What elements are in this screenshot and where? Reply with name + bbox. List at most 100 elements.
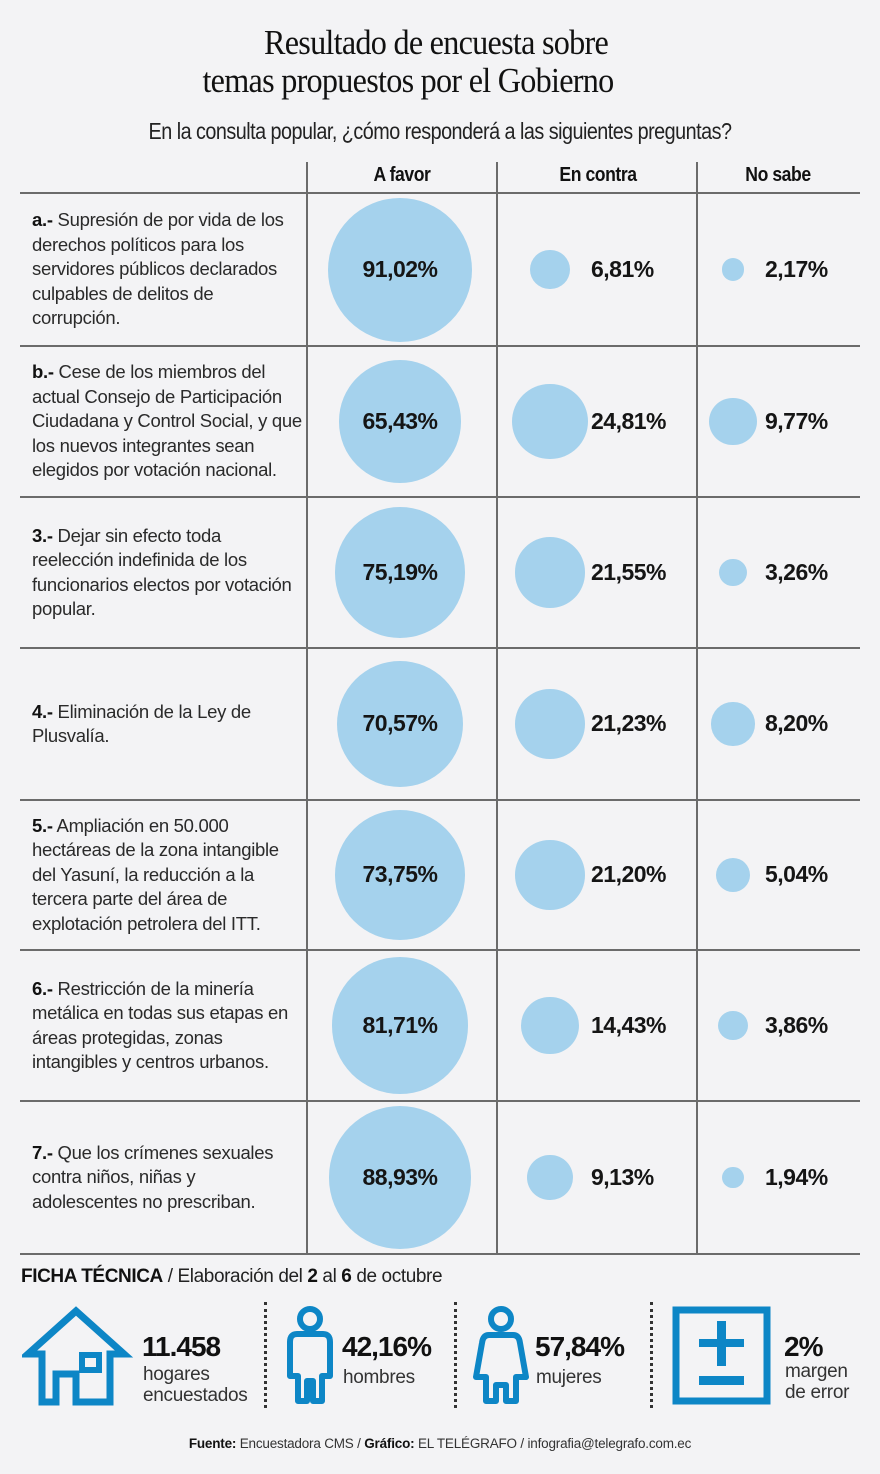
value-no-sabe: 5,04%: [765, 861, 828, 887]
fuente-label: Fuente:: [188, 1436, 237, 1451]
mujeres-value: 57,84%: [535, 1331, 625, 1362]
column-header-en-contra: En contra: [559, 164, 637, 186]
man-icon: [287, 1306, 333, 1404]
question-text: 4.- Eliminación de la Ley de Plusvalía.: [32, 700, 302, 749]
ficha-day-start: 2: [307, 1266, 318, 1287]
question-number: 7.-: [32, 1141, 53, 1163]
row-divider: [20, 949, 860, 951]
bubble-en-contra: [530, 249, 570, 290]
chart-title-line-2: temas propuestos por el Gobierno: [202, 61, 614, 100]
ficha-day-end: 6: [341, 1266, 352, 1287]
hombres-value: 42,16%: [342, 1331, 432, 1362]
value-no-sabe: 1,94%: [765, 1163, 828, 1190]
margen-label-2: de error: [785, 1382, 850, 1403]
bubble-a-favor: [334, 507, 466, 638]
value-en-contra: 21,55%: [591, 558, 667, 585]
hogares-label-2: encuestados: [143, 1385, 248, 1406]
question-text: 6.- Restricción de la minería metálica e…: [32, 977, 302, 1075]
value-en-contra: 9,13%: [591, 1163, 654, 1190]
bubble-no-sabe: [722, 1166, 744, 1188]
ficha-post: de octubre: [351, 1266, 443, 1287]
question-body: Eliminación de la Ley de Plusvalía.: [32, 700, 251, 747]
row-divider: [20, 1253, 860, 1255]
ficha-mid: al: [317, 1266, 342, 1287]
question-number: 3.-: [32, 524, 53, 546]
bubble-no-sabe: [719, 558, 747, 587]
row-divider: [20, 1100, 860, 1102]
bubble-no-sabe: [718, 1010, 748, 1041]
question-number: 4.-: [32, 700, 53, 722]
bubble-en-contra: [514, 537, 586, 608]
value-en-contra: 14,43%: [591, 1011, 667, 1038]
column-header-a-favor: A favor: [373, 164, 431, 186]
row-divider: [20, 345, 860, 347]
bubble-a-favor: [328, 197, 472, 342]
grafico-label: Gráfico:: [364, 1436, 415, 1451]
question-number: b.-: [32, 361, 54, 382]
bubble-no-sabe: [721, 258, 745, 281]
column-divider: [496, 162, 498, 1255]
bubble-en-contra: [515, 840, 585, 910]
question-text: b.- Cese de los miembros del actual Cons…: [32, 360, 302, 483]
bubble-no-sabe: [716, 858, 750, 892]
divider-3: [650, 1302, 653, 1408]
value-no-sabe: 3,26%: [765, 558, 828, 585]
bubble-a-favor: [336, 660, 464, 788]
value-a-favor: 81,71%: [362, 1011, 438, 1038]
question-text: 5.- Ampliación en 50.000 hectáreas de la…: [32, 814, 302, 937]
value-a-favor: 73,75%: [362, 861, 438, 887]
value-en-contra: 6,81%: [591, 255, 654, 282]
question-body: Que los crímenes sexuales contra niños, …: [32, 1141, 274, 1212]
question-number: a.-: [32, 209, 53, 230]
margen-label-1: margen: [785, 1361, 848, 1382]
value-a-favor: 65,43%: [362, 407, 438, 434]
ficha-separator: /: [162, 1266, 178, 1287]
ficha-tecnica-line: FICHA TÉCNICA / Elaboración del 2 al 6 d…: [21, 1266, 443, 1288]
row-divider: [20, 496, 860, 498]
question-text: 7.- Que los crímenes sexuales contra niñ…: [32, 1141, 302, 1215]
row-divider: [20, 647, 860, 649]
row-divider: [20, 799, 860, 801]
value-en-contra: 24,81%: [591, 407, 667, 434]
ficha-tecnica-label: FICHA TÉCNICA: [21, 1266, 163, 1287]
bubble-a-favor: [338, 360, 462, 483]
value-en-contra: 21,20%: [591, 861, 667, 887]
column-header-no-sabe: No sabe: [745, 164, 811, 186]
question-body: Ampliación en 50.000 hectáreas de la zon…: [32, 814, 279, 934]
value-no-sabe: 2,17%: [765, 255, 828, 282]
hogares-label-1: hogares: [143, 1364, 210, 1385]
source-footer: Fuente: Encuestadora CMS / Gráfico: EL T…: [0, 1436, 880, 1451]
bubble-en-contra: [515, 689, 585, 759]
column-divider: [306, 162, 308, 1255]
bubble-en-contra: [512, 383, 588, 460]
bubble-no-sabe: [711, 702, 755, 746]
chart-title-line-1: Resultado de encuesta sobre: [263, 23, 609, 62]
mujeres-label: mujeres: [536, 1367, 602, 1388]
bubble-a-favor: [328, 1106, 472, 1249]
question-body: Dejar sin efecto toda reelección indefin…: [32, 524, 292, 620]
plus-minus-icon: [672, 1306, 771, 1405]
house-icon: [22, 1306, 134, 1406]
question-body: Cese de los miembros del actual Consejo …: [32, 361, 302, 480]
row-divider: [20, 192, 860, 194]
value-no-sabe: 3,86%: [765, 1011, 828, 1038]
value-a-favor: 70,57%: [362, 710, 438, 736]
question-number: 6.-: [32, 977, 53, 999]
value-en-contra: 21,23%: [591, 710, 667, 736]
chart-subtitle: En la consulta popular, ¿cómo responderá…: [148, 118, 732, 144]
grafico-text: EL TELÉGRAFO / infografia@telegrafo.com.…: [414, 1436, 692, 1451]
hogares-value: 11.458: [142, 1331, 221, 1362]
bubble-en-contra: [527, 1154, 573, 1201]
value-no-sabe: 9,77%: [765, 407, 828, 434]
value-a-favor: 88,93%: [362, 1163, 438, 1190]
bubble-no-sabe: [709, 397, 757, 446]
margen-value: 2%: [784, 1331, 823, 1362]
question-number: 5.-: [32, 814, 53, 836]
value-a-favor: 75,19%: [362, 558, 438, 585]
divider-2: [454, 1302, 457, 1408]
question-body: Supresión de por vida de los derechos po…: [32, 209, 284, 328]
woman-icon: [473, 1306, 529, 1404]
column-divider: [696, 162, 698, 1255]
bubble-en-contra: [521, 996, 579, 1055]
question-text: 3.- Dejar sin efecto toda reelección ind…: [32, 524, 302, 622]
